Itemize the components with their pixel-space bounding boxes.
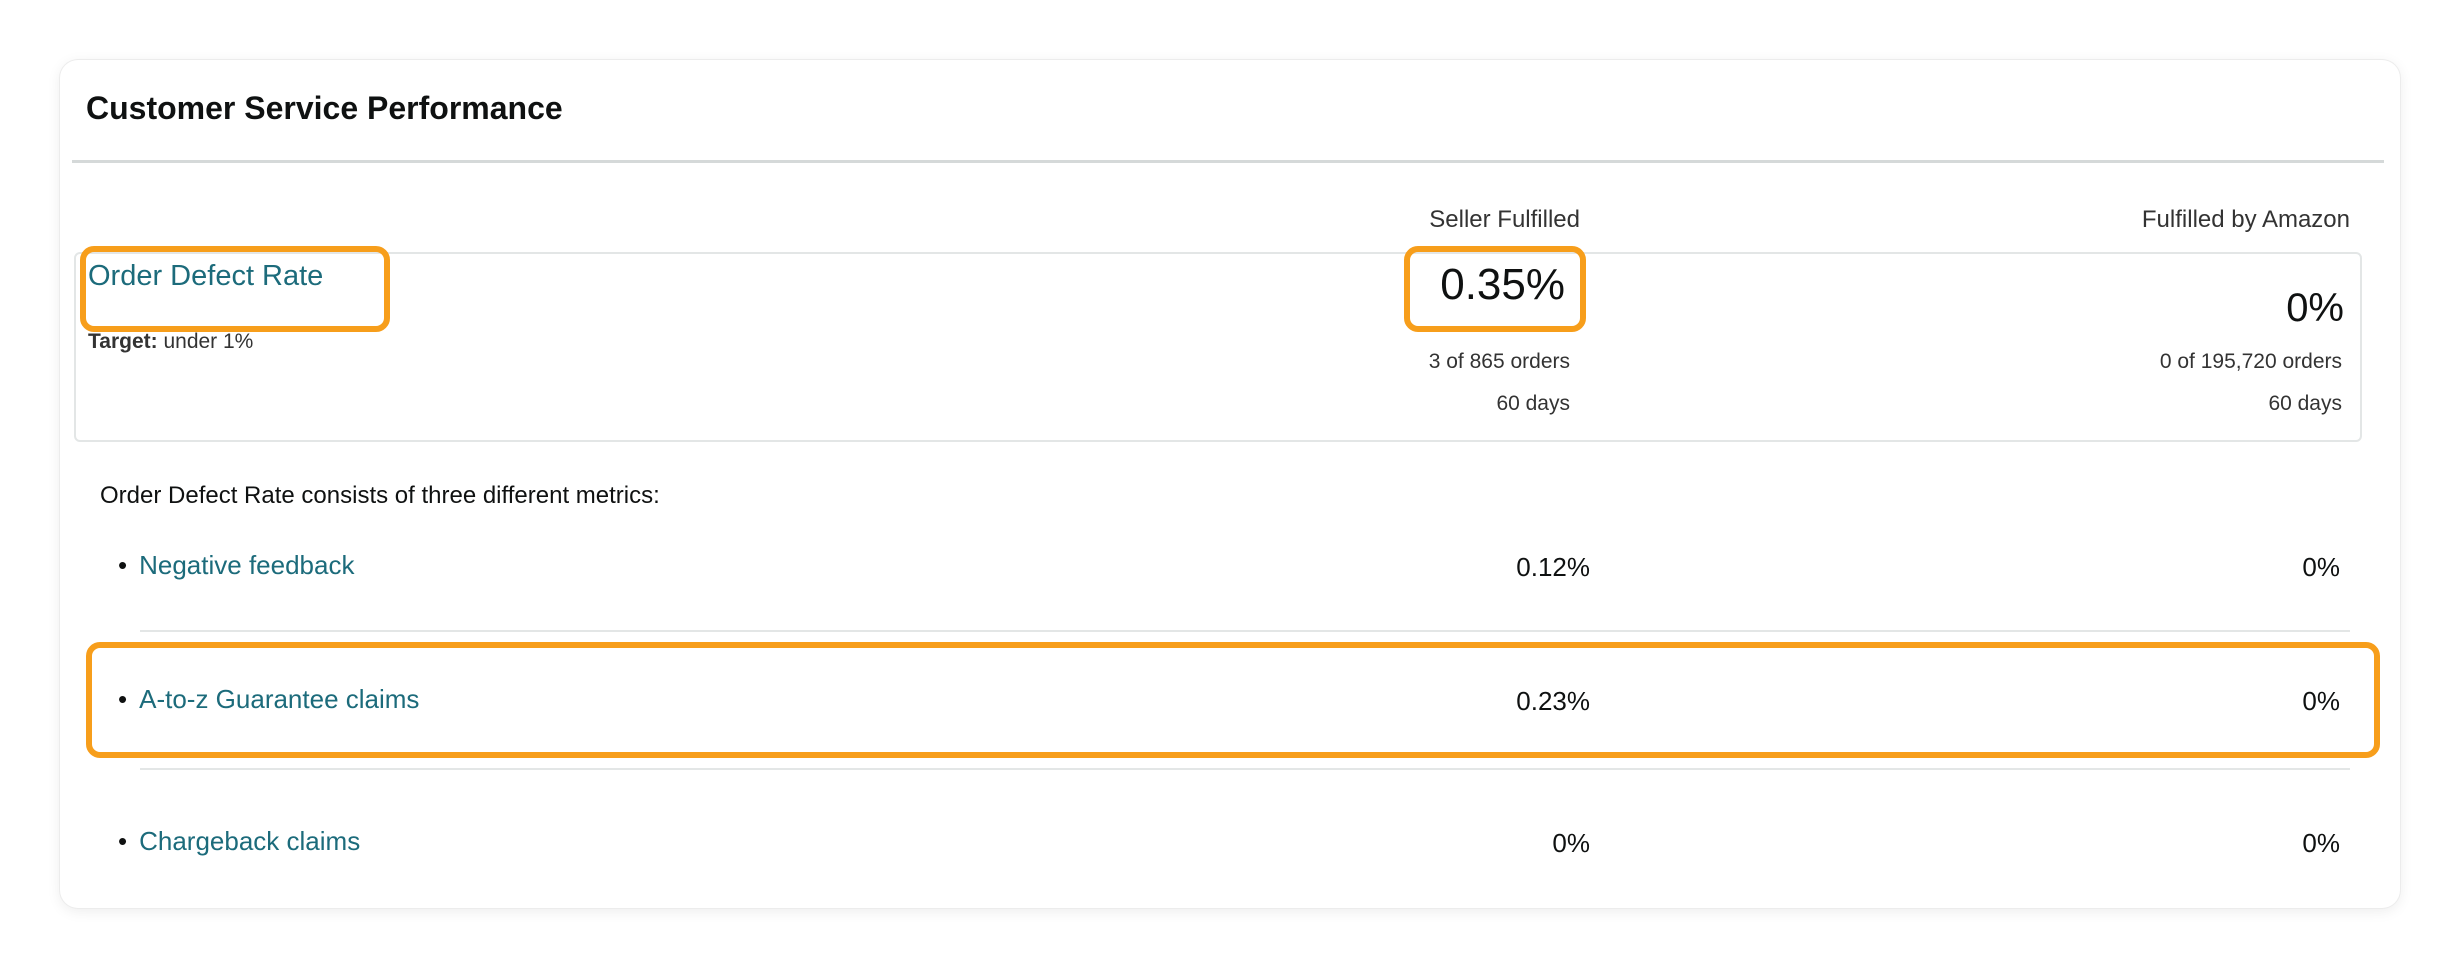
metric-row-a-to-z-claims: • A-to-z Guarantee claims — [118, 684, 419, 715]
odr-fba-orders: 0 of 195,720 orders — [2159, 350, 2342, 373]
odr-fba-rate: 0% — [2286, 286, 2344, 330]
metric-divider — [140, 630, 2350, 632]
column-header-fulfilled-by-amazon: Fulfilled by Amazon — [2141, 206, 2350, 233]
metric-divider — [140, 768, 2350, 770]
bullet-icon: • — [118, 550, 128, 580]
chargeback-claims-link[interactable]: Chargeback claims — [139, 826, 361, 856]
odr-target-value: under 1% — [157, 330, 254, 353]
title-divider — [72, 160, 2384, 163]
panel-title: Customer Service Performance — [86, 90, 563, 126]
negative-feedback-seller-fulfilled-value: 0.12% — [1516, 552, 1590, 582]
negative-feedback-link[interactable]: Negative feedback — [139, 550, 355, 580]
odr-seller-fulfilled-orders: 3 of 865 orders — [1428, 350, 1570, 373]
odr-seller-fulfilled-rate: 0.35% — [1440, 260, 1565, 309]
metric-row-negative-feedback: • Negative feedback — [118, 550, 354, 581]
a-to-z-guarantee-claims-link[interactable]: A-to-z Guarantee claims — [139, 684, 420, 714]
a-to-z-claims-seller-fulfilled-value: 0.23% — [1516, 686, 1590, 716]
order-defect-rate-link[interactable]: Order Defect Rate — [88, 260, 324, 292]
odr-target: Target: under 1% — [88, 330, 253, 354]
metric-row-chargeback-claims: • Chargeback claims — [118, 826, 360, 857]
order-defect-rate-summary-box — [74, 252, 2362, 442]
bullet-icon: • — [118, 826, 128, 856]
chargeback-claims-seller-fulfilled-value: 0% — [1552, 828, 1590, 858]
a-to-z-claims-fba-value: 0% — [2302, 686, 2340, 716]
odr-target-label: Target: — [88, 330, 158, 353]
negative-feedback-fba-value: 0% — [2302, 552, 2340, 582]
metrics-intro-text: Order Defect Rate consists of three diff… — [100, 482, 660, 509]
odr-seller-fulfilled-period: 60 days — [1496, 392, 1570, 415]
customer-service-performance-panel: Customer Service Performance Seller Fulf… — [60, 60, 2400, 908]
odr-fba-period: 60 days — [2268, 392, 2342, 415]
chargeback-claims-fba-value: 0% — [2302, 828, 2340, 858]
bullet-icon: • — [118, 684, 128, 714]
column-header-seller-fulfilled: Seller Fulfilled — [1429, 206, 1580, 233]
